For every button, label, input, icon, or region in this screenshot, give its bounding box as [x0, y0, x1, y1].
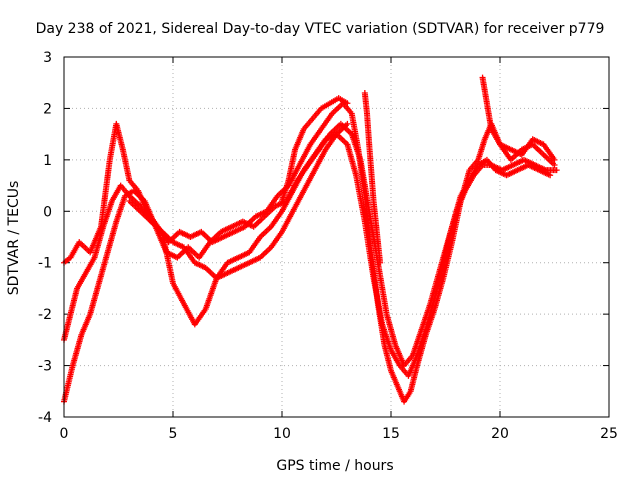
- y-tick-label: -3: [38, 359, 52, 375]
- y-tick-label: 1: [43, 153, 52, 169]
- series-track-5: [279, 95, 351, 204]
- y-tick-label: 3: [43, 50, 52, 66]
- x-tick-label: 15: [382, 426, 400, 442]
- x-tick-label: 25: [600, 426, 618, 442]
- y-tick-label: -1: [38, 256, 52, 272]
- axis-ticks: 0 5 10 15 20 25 -4 -3 -2 -1 0 1 2 3: [38, 50, 618, 442]
- x-tick-label: 20: [491, 426, 509, 442]
- data-points: [61, 74, 560, 405]
- data-point: [553, 167, 560, 174]
- series-track-6: [361, 90, 384, 266]
- x-axis-label: GPS time / hours: [276, 458, 393, 474]
- x-tick-label: 5: [169, 426, 178, 442]
- y-tick-label: 2: [43, 101, 52, 117]
- data-point: [344, 120, 351, 127]
- data-point: [551, 162, 558, 168]
- y-tick-label: -2: [38, 307, 52, 323]
- y-tick-label: 0: [43, 204, 52, 220]
- data-point: [377, 259, 384, 266]
- y-tick-label: -4: [38, 410, 52, 426]
- series-track-3: [61, 120, 560, 405]
- series-track-4: [126, 120, 351, 282]
- data-point: [344, 100, 351, 107]
- x-tick-label: 0: [60, 426, 69, 442]
- data-point: [547, 172, 554, 179]
- data-point: [551, 156, 558, 163]
- series-track-7: [479, 74, 558, 163]
- chart-title: Day 238 of 2021, Sidereal Day-to-day VTE…: [36, 21, 605, 37]
- y-axis-label: SDTVAR / TECUs: [6, 181, 22, 296]
- series-track-2: [61, 131, 554, 379]
- x-tick-label: 10: [273, 426, 291, 442]
- plot-frame: [63, 56, 610, 418]
